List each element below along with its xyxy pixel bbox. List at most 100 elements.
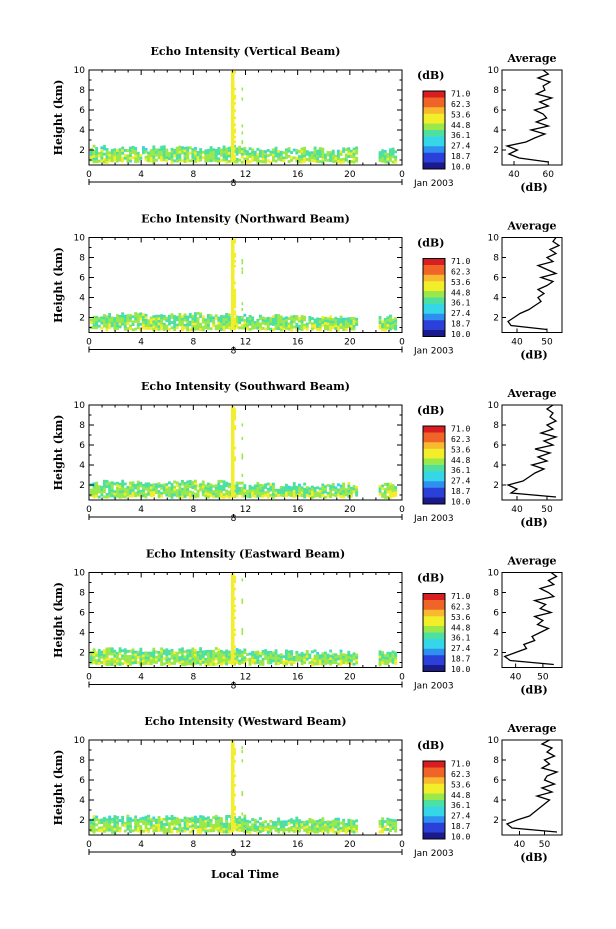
heatmap-cell [183,655,187,659]
heatmap-cell [355,658,359,662]
heatmap-cell [300,160,304,164]
heatmap-cell [97,662,101,665]
heatmap-cell [201,480,205,484]
heatmap-cell [231,621,235,625]
heatmap-cell [231,494,235,498]
heatmap-cell [231,643,235,646]
heatmap-cell [142,486,145,490]
heatmap-cell [329,489,333,493]
heatmap-cell [183,157,187,161]
heatmap-cell [231,631,235,634]
heatmap-cell [118,657,122,661]
heatmap-cell [92,822,96,826]
heatmap-cell [344,156,348,159]
heatmap-cell [272,482,275,486]
heatmap-cell [308,151,312,155]
heatmap-cell [266,487,270,491]
heatmap-cell [220,320,223,324]
heatmap-cell [199,483,203,487]
heatmap-cell [168,817,171,820]
colorbar-segment [423,300,445,305]
heatmap-cell [231,829,235,833]
heatmap-cell [331,661,335,664]
colorbar-segment [423,143,445,147]
heatmap-cell [381,151,385,155]
heatmap-cell [214,316,218,320]
heatmap-cell [196,651,200,654]
colorbar-segment [423,465,445,469]
average-y-tick-label: 4 [493,629,499,639]
heatmap-cell [234,95,237,98]
heatmap-cell [389,485,392,489]
heatmap-cell [118,317,122,321]
heatmap-cell [110,647,114,651]
heatmap-cell [149,483,153,487]
heatmap-cell [134,828,138,832]
heatmap-cell [256,830,260,834]
heatmap-cell [217,821,221,825]
heatmap-cell [92,828,96,831]
heatmap-cell [321,483,325,487]
panel-title: Echo Intensity (Northward Beam) [141,213,350,226]
heatmap-cell [123,656,127,659]
heatmap-cell [196,656,200,660]
heatmap-cell [381,661,385,665]
heatmap-cell [246,819,249,823]
colorbar-segment [423,271,445,276]
heatmap-cell [231,647,235,651]
heatmap-cell [162,317,166,321]
heatmap-cell [298,494,301,497]
heatmap-cell [308,492,312,496]
average-x-tick-label: 50 [539,840,551,850]
heatmap-cell [194,149,197,153]
heatmap-cell [175,651,179,655]
heatmap-cell [214,148,218,152]
heatmap-cell [355,488,359,492]
heatmap-cell [298,324,301,328]
heatmap-cell [386,321,390,325]
heatmap-cell [188,312,192,316]
heatmap-cell [264,491,268,495]
heatmap-cell [186,827,190,831]
heatmap-cell [313,146,317,150]
heatmap-cell [279,328,283,332]
heatmap-cell [235,658,239,662]
heatmap-cell [231,480,235,483]
heatmap-cell [326,820,330,824]
heatmap-cell [100,655,104,659]
heatmap-cell [196,830,200,834]
heatmap-cell [194,495,197,499]
heatmap-cell [251,148,255,152]
heatmap-cell [142,318,145,322]
heatmap-cell [231,815,235,818]
heatmap-cell [186,662,190,666]
x-tick-label: 4 [138,840,144,850]
heatmap-cell [285,494,288,498]
heatmap-cell [231,296,235,299]
heatmap-cell [303,482,307,486]
heatmap-cell [225,326,229,329]
heatmap-cell [347,650,351,654]
heatmap-cell [186,652,190,655]
heatmap-cell [225,822,229,826]
heatmap-cell [256,489,260,493]
heatmap-cell [313,318,317,322]
heatmap-cell [183,650,187,654]
heatmap-cell [235,818,239,821]
heatmap-cell [331,485,335,489]
heatmap-cell [209,819,213,822]
heatmap-cell [311,663,314,667]
heatmap-cell [227,490,231,494]
heatmap-cell [217,149,221,153]
heatmap-cell [305,152,309,156]
heatmap-cell [188,323,192,327]
heatmap-cell [196,817,200,821]
heatmap-cell [212,492,216,496]
heatmap-cell [295,824,299,828]
heatmap-cell [389,495,392,499]
heatmap-cell [220,328,223,331]
heatmap-cell [355,829,359,833]
heatmap-cell [160,663,164,666]
heatmap-cell [181,495,184,499]
heatmap-cell [214,151,218,155]
